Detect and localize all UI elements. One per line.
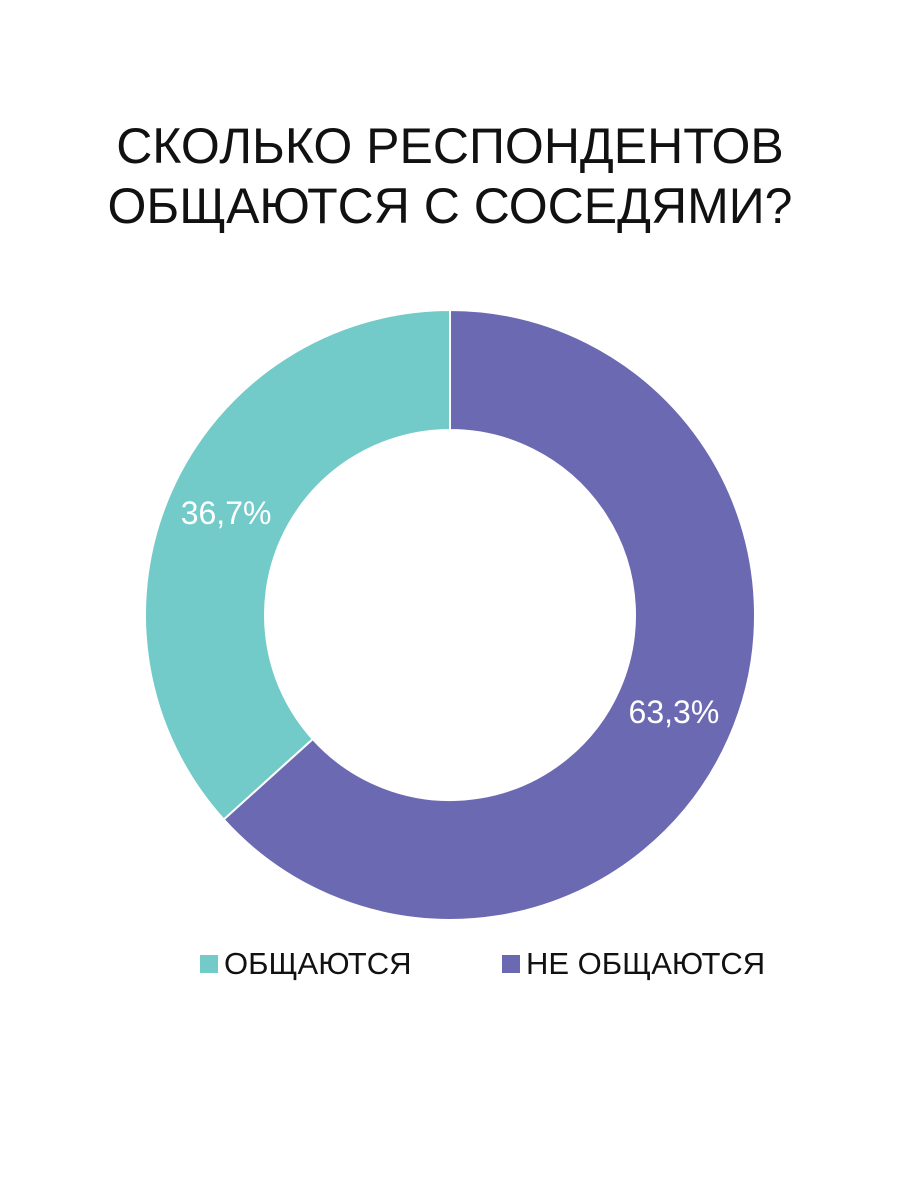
chart-title: СКОЛЬКО РЕСПОНДЕНТОВ	[116, 118, 784, 174]
data-label: 36,7%	[181, 495, 272, 531]
donut-slice	[222, 308, 756, 921]
data-label: 63,3%	[629, 694, 720, 730]
chart-title: ОБЩАЮТСЯ С СОСЕДЯМИ?	[107, 178, 792, 234]
donut-slice	[144, 308, 451, 821]
legend-label: НЕ ОБЩАЮТСЯ	[526, 946, 765, 981]
legend-swatch	[200, 955, 218, 973]
legend-swatch	[502, 955, 520, 973]
legend-label: ОБЩАЮТСЯ	[224, 946, 411, 981]
